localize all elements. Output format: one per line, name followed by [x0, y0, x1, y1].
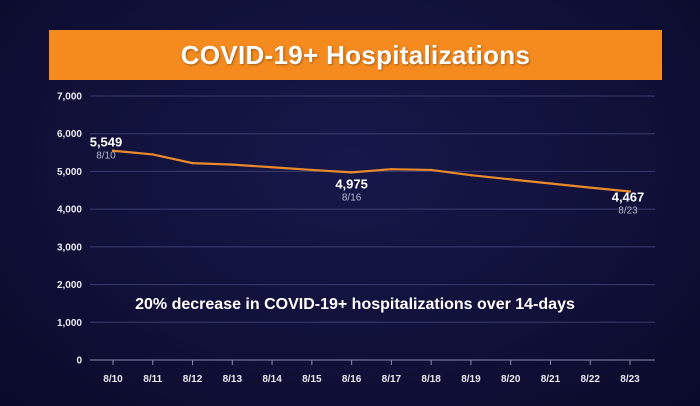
x-tick-label: 8/22: [580, 374, 600, 385]
chart-title: COVID-19+ Hospitalizations: [180, 39, 531, 70]
y-tick-label: 0: [76, 356, 82, 367]
chart-note: 20% decrease in COVID-19+ hospitalizatio…: [135, 296, 575, 313]
x-tick-label: 8/23: [620, 374, 640, 385]
data-point: [469, 174, 473, 177]
x-tick-label: 8/14: [262, 374, 282, 385]
y-tick-label: 1,000: [57, 318, 82, 329]
data-date-label: 8/10: [96, 151, 116, 162]
x-tick-label: 8/11: [143, 374, 162, 385]
series-line: [111, 149, 632, 193]
x-tick-label: 8/15: [302, 374, 322, 385]
y-tick-label: 5,000: [57, 167, 82, 178]
data-point: [231, 163, 234, 166]
data-label: 5,549: [90, 135, 123, 150]
data-label: 4,467: [612, 190, 645, 205]
x-tick-label: 8/12: [183, 374, 203, 385]
data-point: [310, 168, 314, 172]
y-tick-label: 2,000: [57, 280, 82, 291]
data-date-label: 8/23: [618, 206, 638, 217]
data-point: [628, 190, 632, 193]
data-point: [509, 178, 512, 181]
x-tick-label: 8/16: [342, 374, 362, 385]
data-label: 4,975: [335, 176, 368, 191]
x-tick-label: 8/21: [541, 374, 561, 385]
y-tick-label: 3,000: [57, 242, 82, 253]
data-point: [429, 168, 433, 172]
y-tick-label: 6,000: [57, 129, 82, 140]
data-point: [151, 153, 154, 156]
x-tick-label: 8/13: [223, 374, 243, 385]
y-tick-label: 4,000: [57, 205, 82, 216]
data-point: [350, 171, 353, 174]
data-point: [270, 166, 274, 169]
x-tick-label: 8/20: [501, 374, 521, 385]
data-point: [191, 161, 194, 165]
x-tick-label: 8/10: [103, 374, 123, 385]
x-tick-label: 8/17: [382, 374, 402, 385]
data-date-label: 8/16: [342, 192, 362, 203]
x-tick-label: 8/19: [461, 374, 481, 385]
data-point: [111, 149, 115, 152]
data-point: [390, 167, 393, 171]
x-tick-label: 8/18: [421, 374, 441, 385]
data-point: [549, 182, 552, 185]
data-point: [589, 186, 592, 189]
y-tick-label: 7,000: [57, 92, 82, 103]
title-bar: COVID-19+ Hospitalizations: [49, 30, 662, 80]
